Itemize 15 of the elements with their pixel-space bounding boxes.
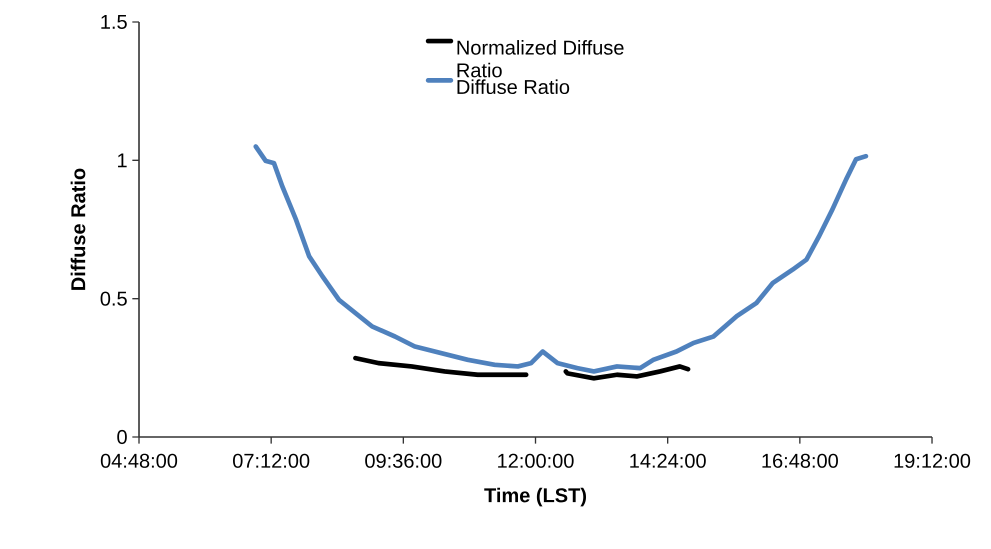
x-tick-label: 09:36:00 (365, 454, 442, 468)
x-tick-label: 07:12:00 (233, 454, 310, 468)
y-tick-label: 1 (118, 153, 127, 168)
x-axis-title: Time (LST) (484, 488, 586, 506)
legend-label: Normalized Diffuse Ratio (458, 40, 624, 78)
y-tick-label: 0.5 (100, 292, 127, 306)
x-tick-label: 12:00:00 (498, 454, 574, 468)
x-tick-label: 16:48:00 (762, 454, 838, 468)
y-tick-label: 0 (117, 430, 127, 444)
x-tick-label: 14:24:00 (630, 454, 706, 468)
x-tick-label: 04:48:00 (100, 454, 178, 468)
legend-label: Diffuse Ratio (458, 79, 570, 94)
y-axis-title: Diffuse Ratio (70, 168, 86, 290)
x-tick-label: 19:12:00 (894, 454, 970, 468)
y-tick-label: 1.5 (101, 15, 127, 29)
